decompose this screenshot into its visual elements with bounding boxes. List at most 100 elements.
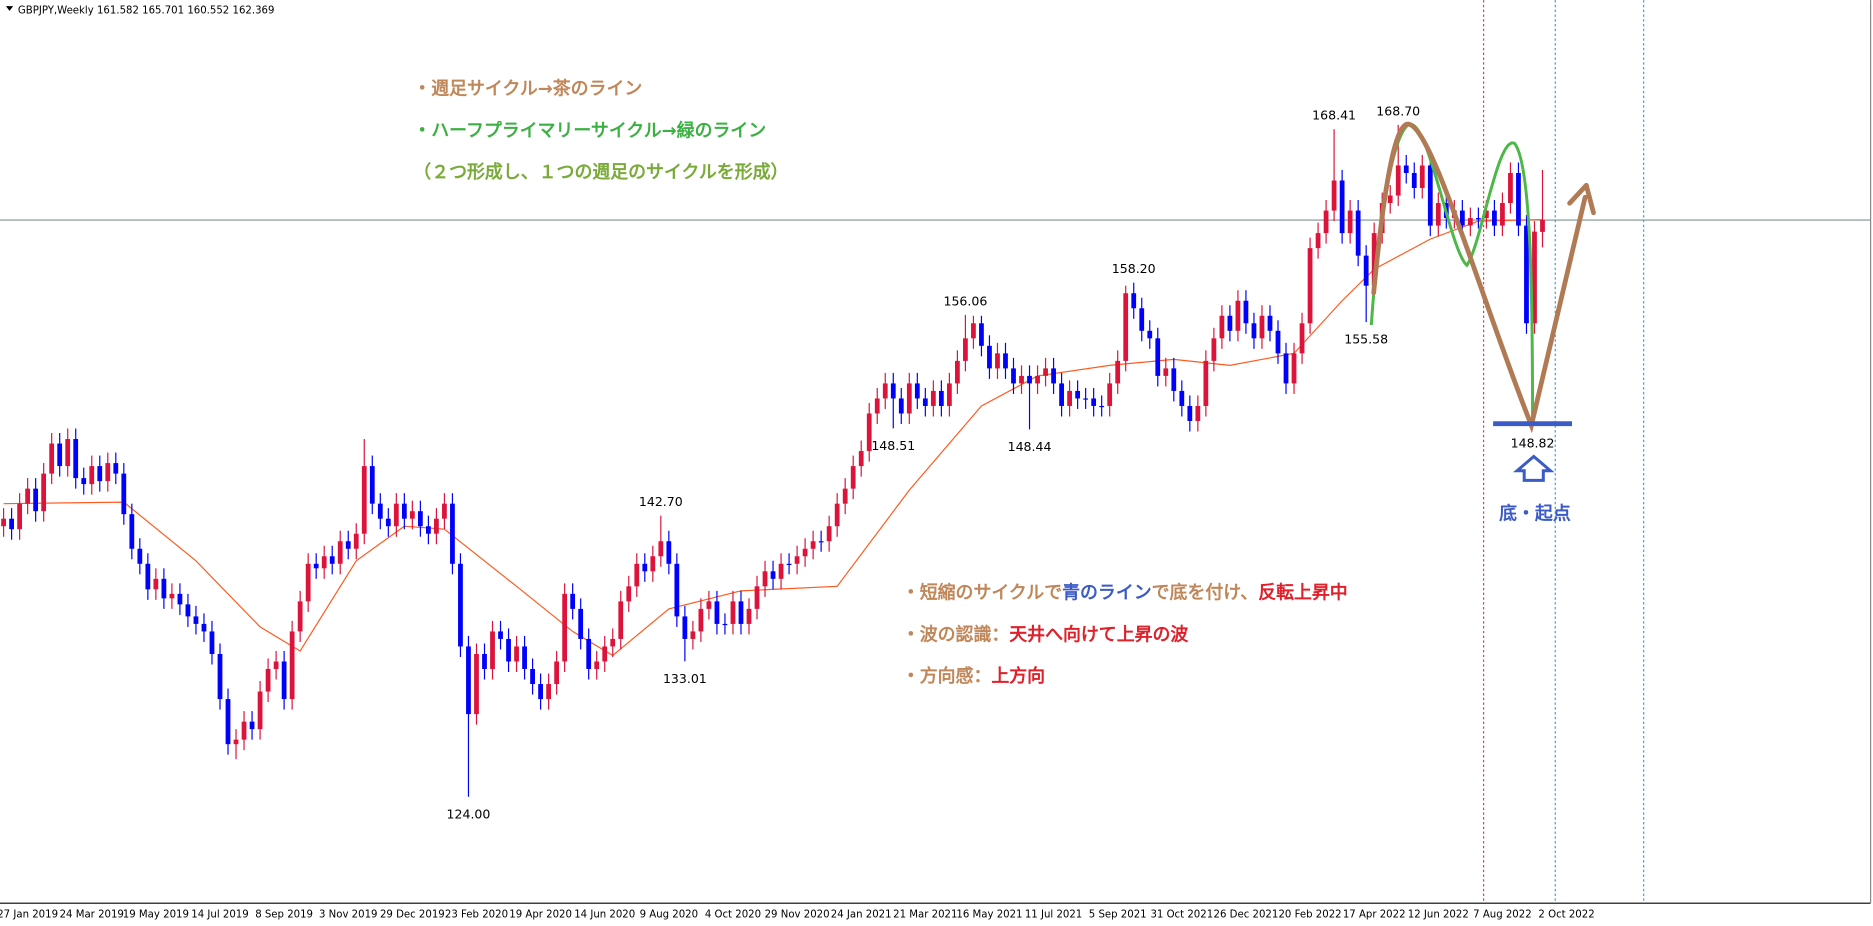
candle-body bbox=[1267, 315, 1273, 331]
annotation-text: で底を付け、 bbox=[1152, 582, 1259, 604]
high-price-label: 168.70 bbox=[1376, 103, 1420, 118]
candle-body bbox=[169, 593, 175, 599]
candle-body bbox=[289, 631, 295, 700]
candle-body bbox=[1091, 398, 1097, 406]
candle-body bbox=[1147, 330, 1153, 339]
symbol: GBPJPY,Weekly bbox=[18, 5, 94, 16]
candle-body bbox=[1307, 248, 1313, 324]
candle-body bbox=[345, 541, 351, 549]
candle-body bbox=[1051, 368, 1056, 384]
candle-body bbox=[1331, 180, 1337, 211]
candle-body bbox=[89, 466, 95, 485]
candle-body bbox=[850, 466, 856, 489]
target-note: 底・起点 bbox=[1499, 503, 1571, 525]
candle-body bbox=[802, 548, 808, 557]
candle-body bbox=[201, 623, 207, 632]
candle-body bbox=[1395, 165, 1401, 196]
candle-body bbox=[490, 631, 495, 670]
candle-body bbox=[658, 541, 664, 557]
x-tick-label: 24 Mar 2019 bbox=[60, 910, 124, 921]
candle-body bbox=[642, 563, 648, 572]
low-price-label: 148.44 bbox=[1008, 439, 1052, 454]
candle-body bbox=[1524, 225, 1529, 324]
candle-body bbox=[1243, 300, 1249, 324]
annotation-line: ・短縮のサイクルで青のラインで底を付け、反転上昇中 bbox=[902, 582, 1348, 604]
target-label: 148.82 bbox=[1511, 436, 1555, 451]
candle-body bbox=[1323, 210, 1329, 234]
x-tick-label: 2 Oct 2022 bbox=[1538, 910, 1594, 921]
candle-body bbox=[73, 439, 79, 479]
candle-body bbox=[682, 616, 688, 639]
candle-body bbox=[105, 463, 111, 482]
candle-body bbox=[129, 514, 135, 549]
candle-body bbox=[1299, 323, 1305, 354]
candle-body bbox=[369, 466, 375, 504]
candle-body bbox=[554, 661, 560, 685]
annotation-line: ・方向感：上方向 bbox=[902, 665, 1045, 687]
x-tick-label: 19 May 2019 bbox=[123, 910, 189, 921]
candle-body bbox=[65, 439, 71, 467]
candle-body bbox=[273, 661, 279, 670]
candle-body bbox=[153, 578, 159, 590]
candle-body bbox=[1131, 293, 1137, 309]
candle-body bbox=[1019, 375, 1024, 384]
annotation-text: ・短縮のサイクルで bbox=[902, 582, 1062, 604]
candle-body bbox=[81, 478, 87, 485]
candle-body bbox=[546, 684, 552, 700]
annotation-line: ・ハーフプライマリーサイクル→緑のライン bbox=[413, 119, 766, 141]
candle-body bbox=[401, 503, 407, 519]
x-tick-label: 9 Aug 2020 bbox=[640, 910, 699, 921]
x-tick-label: 16 May 2021 bbox=[956, 910, 1022, 921]
x-tick-label: 19 Apr 2020 bbox=[509, 910, 572, 921]
candle-body bbox=[313, 563, 319, 569]
annotation-text: 青のライン bbox=[1062, 583, 1152, 604]
x-tick-label: 5 Sep 2021 bbox=[1089, 910, 1147, 921]
candle-body bbox=[458, 563, 463, 647]
candle-body bbox=[1387, 195, 1393, 204]
candle-body bbox=[818, 541, 824, 543]
candle-body bbox=[794, 556, 800, 564]
candle-body bbox=[1419, 165, 1425, 189]
up-arrow-icon bbox=[1512, 454, 1555, 482]
candle-body bbox=[914, 383, 920, 399]
candle-body bbox=[25, 488, 31, 504]
high-price-label: 156.06 bbox=[943, 293, 987, 308]
candle-body bbox=[353, 533, 359, 549]
candle-body bbox=[1035, 375, 1040, 384]
candle-body bbox=[1508, 172, 1513, 204]
candle-body bbox=[1339, 180, 1345, 234]
high-price-label: 158.20 bbox=[1112, 261, 1156, 276]
candle-body bbox=[49, 443, 55, 474]
candle-body bbox=[1532, 231, 1537, 324]
candle-body bbox=[634, 563, 640, 587]
candle-body bbox=[666, 541, 672, 564]
last-open: 161.582 bbox=[97, 5, 139, 16]
candle-body bbox=[377, 503, 383, 519]
candle-body bbox=[514, 646, 519, 662]
candle-body bbox=[602, 646, 608, 662]
candle-body bbox=[1427, 165, 1433, 226]
candle-body bbox=[898, 398, 904, 414]
candle-body bbox=[337, 541, 343, 564]
candle-body bbox=[17, 503, 23, 530]
x-tick-label: 20 Feb 2022 bbox=[1278, 910, 1341, 921]
candle-body bbox=[674, 563, 680, 617]
candle-body bbox=[1315, 233, 1321, 249]
candle-body bbox=[1283, 353, 1289, 384]
candle-body bbox=[826, 526, 832, 542]
annotation-text: 反転上昇中 bbox=[1258, 582, 1348, 604]
candle-body bbox=[1347, 210, 1353, 234]
candle-body bbox=[946, 383, 952, 406]
x-tick-label: 7 Aug 2022 bbox=[1473, 910, 1532, 921]
candle-body bbox=[241, 721, 247, 740]
candle-body bbox=[1043, 368, 1048, 376]
last-high: 165.701 bbox=[142, 5, 184, 16]
candle-body bbox=[297, 601, 303, 632]
x-tick-label: 21 Mar 2021 bbox=[893, 910, 957, 921]
candle-body bbox=[882, 383, 888, 399]
candle-body bbox=[474, 653, 479, 715]
low-price-label: 133.01 bbox=[663, 671, 707, 686]
candle-body bbox=[1163, 368, 1169, 376]
